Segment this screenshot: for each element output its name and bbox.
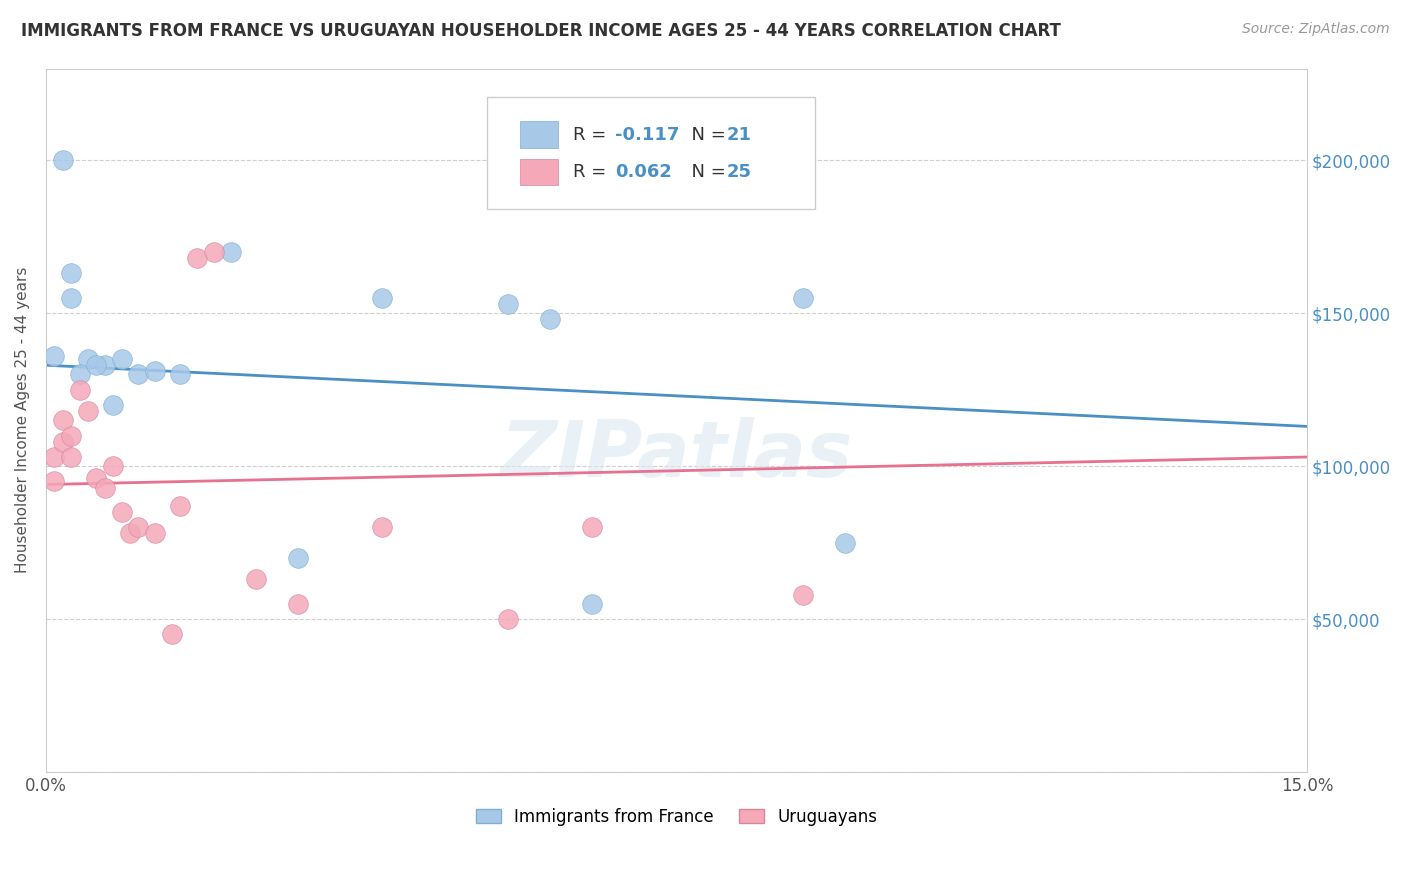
Point bbox=[538, 312, 561, 326]
Text: R =: R = bbox=[574, 126, 612, 144]
Point bbox=[44, 349, 66, 363]
Point bbox=[77, 404, 100, 418]
FancyBboxPatch shape bbox=[488, 96, 815, 210]
Text: 0.062: 0.062 bbox=[614, 163, 672, 181]
Text: N =: N = bbox=[681, 163, 731, 181]
Text: 25: 25 bbox=[727, 163, 752, 181]
Point bbox=[60, 291, 83, 305]
Point bbox=[143, 364, 166, 378]
Text: Source: ZipAtlas.com: Source: ZipAtlas.com bbox=[1241, 22, 1389, 37]
Point bbox=[186, 251, 208, 265]
Point bbox=[111, 505, 134, 519]
Point bbox=[52, 413, 75, 427]
Point bbox=[60, 450, 83, 464]
Point bbox=[44, 475, 66, 489]
Text: -0.117: -0.117 bbox=[614, 126, 679, 144]
Point bbox=[52, 153, 75, 168]
Point bbox=[792, 588, 814, 602]
Point bbox=[77, 352, 100, 367]
Text: IMMIGRANTS FROM FRANCE VS URUGUAYAN HOUSEHOLDER INCOME AGES 25 - 44 YEARS CORREL: IMMIGRANTS FROM FRANCE VS URUGUAYAN HOUS… bbox=[21, 22, 1062, 40]
Y-axis label: Householder Income Ages 25 - 44 years: Householder Income Ages 25 - 44 years bbox=[15, 267, 30, 574]
Legend: Immigrants from France, Uruguayans: Immigrants from France, Uruguayans bbox=[468, 799, 886, 834]
Point bbox=[202, 245, 225, 260]
Point bbox=[111, 352, 134, 367]
Point bbox=[127, 520, 149, 534]
Text: R =: R = bbox=[574, 163, 612, 181]
Point bbox=[245, 572, 267, 586]
Point bbox=[834, 535, 856, 549]
Point bbox=[169, 368, 191, 382]
Point bbox=[169, 499, 191, 513]
Point bbox=[371, 520, 394, 534]
Point bbox=[60, 428, 83, 442]
Point bbox=[792, 291, 814, 305]
Point bbox=[94, 358, 117, 372]
Point bbox=[60, 267, 83, 281]
Point bbox=[160, 627, 183, 641]
Point bbox=[498, 297, 520, 311]
Point bbox=[287, 597, 309, 611]
Point bbox=[86, 358, 108, 372]
Text: N =: N = bbox=[681, 126, 731, 144]
Point bbox=[371, 291, 394, 305]
Point bbox=[94, 481, 117, 495]
Text: ZIPatlas: ZIPatlas bbox=[501, 417, 852, 493]
Point bbox=[287, 550, 309, 565]
Text: 21: 21 bbox=[727, 126, 752, 144]
Point bbox=[86, 471, 108, 485]
Point bbox=[498, 612, 520, 626]
Point bbox=[69, 383, 91, 397]
Point bbox=[103, 398, 125, 412]
Point bbox=[52, 434, 75, 449]
Point bbox=[219, 245, 242, 260]
Point bbox=[69, 368, 91, 382]
Point bbox=[581, 597, 603, 611]
Point bbox=[143, 526, 166, 541]
Point bbox=[581, 520, 603, 534]
FancyBboxPatch shape bbox=[520, 121, 558, 148]
Point bbox=[44, 450, 66, 464]
Point bbox=[127, 368, 149, 382]
Point bbox=[118, 526, 141, 541]
Point bbox=[103, 459, 125, 474]
FancyBboxPatch shape bbox=[520, 159, 558, 186]
